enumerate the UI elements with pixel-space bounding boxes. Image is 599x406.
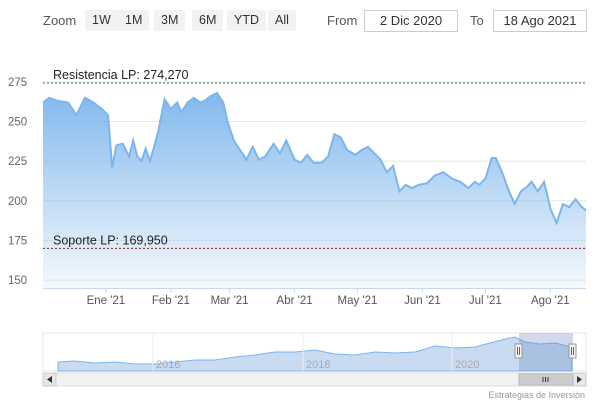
zoom-label: Zoom (43, 13, 77, 28)
x-axis: Ene '21 Feb '21 Mar '21 Abr '21 May '21 Jun '… (43, 288, 586, 307)
y-tick-label: 150 (8, 275, 27, 287)
x-tick-label: Jul '21 (469, 295, 502, 307)
navigator[interactable]: 2016 2018 2020 (42, 332, 587, 372)
zoom-button-1w[interactable]: 1W (85, 10, 118, 31)
from-date-input[interactable]: 2 Dic 2020 (364, 10, 458, 32)
scrollbar-track[interactable] (42, 372, 587, 387)
x-tick-label: Jun '21 (404, 295, 441, 307)
arrow-left-icon (47, 376, 52, 383)
zoom-button-all[interactable]: All (268, 10, 296, 31)
support-label: Soporte LP: 169,950 (53, 233, 168, 247)
x-tick-label: Ago '21 (531, 295, 570, 307)
zoom-button-6m[interactable]: 6M (192, 10, 224, 31)
zoom-button-3m[interactable]: 3M (154, 10, 186, 31)
from-label: From (327, 13, 358, 28)
navigator-label-2018: 2018 (306, 359, 330, 371)
series-line (42, 91, 587, 226)
x-tick-label: May '21 (338, 295, 378, 307)
navigator-label-2016: 2016 (156, 359, 180, 371)
navigator-right-handle[interactable] (568, 343, 577, 359)
to-date-input[interactable]: 18 Ago 2021 (493, 10, 587, 32)
x-tick-label: Abr '21 (277, 295, 313, 307)
navigator-selection[interactable] (519, 333, 573, 371)
range-selector-toolbar: Zoom 1W 1M 3M 6M YTD All From 2 Dic 2020… (0, 0, 599, 40)
navigator-label-2020: 2020 (455, 359, 479, 371)
y-tick-label: 225 (8, 156, 27, 168)
series-area (43, 93, 586, 288)
annotations: Resistencia LP: 274,270 Soporte LP: 169,9… (43, 68, 586, 249)
zoom-button-ytd[interactable]: YTD (227, 10, 266, 31)
arrow-right-icon (577, 376, 582, 383)
credit-text: Estrategias de Inversión (488, 390, 585, 400)
x-tick-label: Ene '21 (87, 295, 126, 307)
x-tick-label: Feb '21 (152, 295, 190, 307)
scrollbar[interactable] (42, 372, 587, 387)
resistance-label: Resistencia LP: 274,270 (53, 68, 189, 82)
y-tick-label: 250 (8, 117, 27, 129)
y-tick-label: 200 (8, 196, 27, 208)
navigator-left-handle[interactable] (514, 343, 523, 359)
to-label: To (470, 13, 484, 28)
x-tick-label: Mar '21 (211, 295, 249, 307)
y-tick-label: 275 (8, 77, 27, 89)
navigator-series (57, 336, 573, 372)
y-axis: 150 175 200 225 250 275 (8, 77, 27, 287)
zoom-button-1m[interactable]: 1M (118, 10, 150, 31)
y-tick-label: 175 (8, 235, 27, 247)
